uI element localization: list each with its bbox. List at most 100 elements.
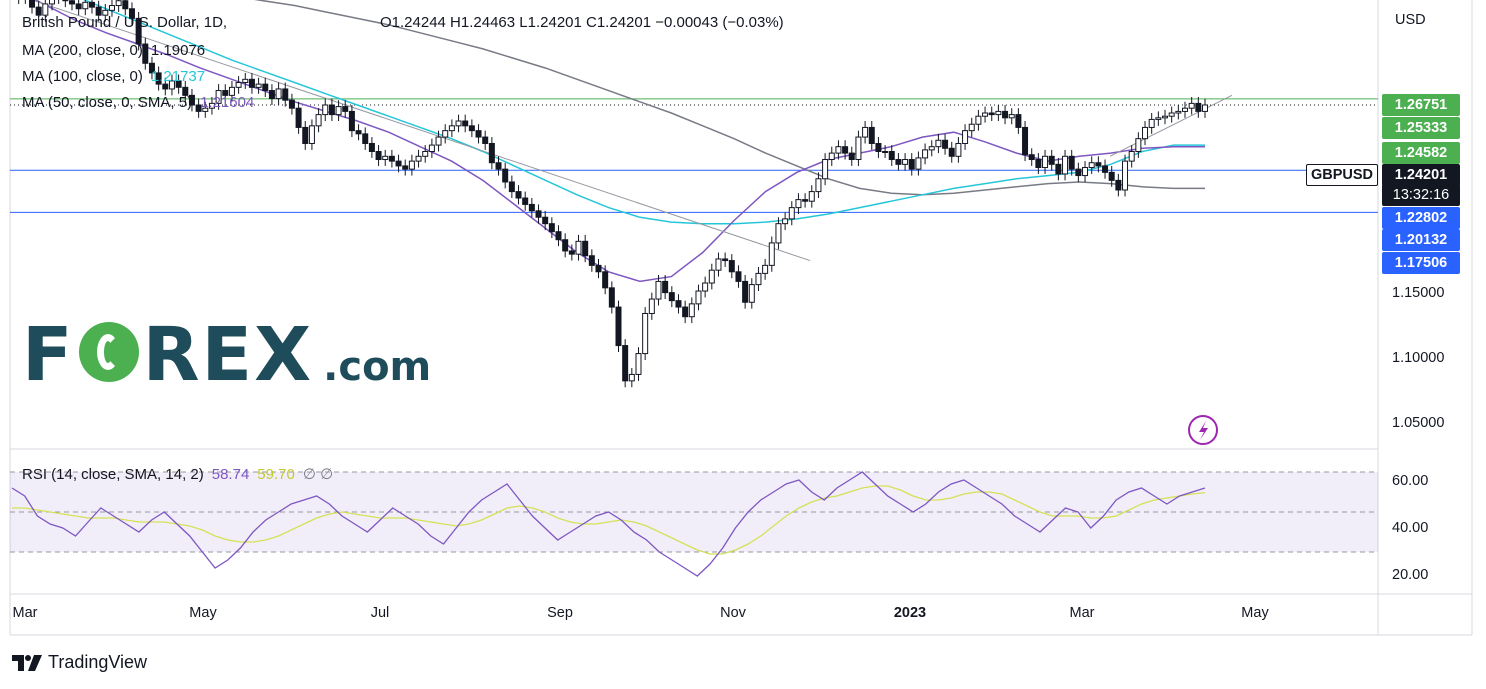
x-tick-label: May: [189, 605, 217, 621]
candle-body: [795, 199, 802, 209]
candle-body: [602, 271, 609, 289]
candle-body: [1068, 155, 1075, 170]
candle-body: [868, 126, 875, 144]
candle-body: [295, 107, 302, 128]
candle-body: [1135, 138, 1142, 152]
tradingview-label: TradingView: [48, 652, 148, 672]
candle-body: [562, 239, 569, 252]
candle-body: [875, 142, 882, 152]
candle-body: [88, 1, 95, 8]
candle-body: [722, 258, 729, 262]
candle-body: [995, 110, 1002, 116]
candle-body: [755, 272, 762, 286]
candle-body: [82, 1, 89, 10]
last-price-tag[interactable]: 1.24201: [1382, 164, 1460, 186]
rsi-tick-label: 20.00: [1392, 567, 1429, 583]
indicator-label: MA (200, close, 0): [22, 42, 143, 59]
candle-body: [535, 210, 542, 218]
price-tag[interactable]: 1.26751: [1382, 94, 1460, 116]
candle-body: [282, 88, 289, 101]
candle-body: [582, 240, 589, 257]
tradingview-branding[interactable]: TradingView: [12, 652, 147, 673]
candle-body: [668, 292, 675, 302]
candle-body: [255, 83, 262, 88]
candle-body: [968, 123, 975, 132]
indicator-ma50[interactable]: MA (50, close, 0, SMA, 5) 1.21604: [22, 94, 254, 111]
candle-body: [688, 303, 695, 318]
candle-body: [142, 43, 149, 64]
logo-dotcom: .com: [323, 344, 432, 390]
candle-body: [448, 125, 455, 132]
candle-body: [702, 282, 709, 292]
candle-body: [1202, 104, 1208, 112]
symbol-tag[interactable]: GBPUSD: [1306, 164, 1378, 186]
candle-body: [988, 112, 995, 116]
price-tag[interactable]: 1.24582: [1382, 142, 1460, 164]
candle-body: [462, 120, 469, 127]
rsi-tick-label: 40.00: [1392, 520, 1429, 536]
y-tick-label: 1.05000: [1392, 415, 1445, 431]
candle-body: [588, 255, 595, 266]
symbol-title: British Pound / U.S. Dollar, 1D,: [22, 14, 228, 31]
candle-body: [222, 90, 229, 96]
candle-body: [635, 353, 642, 375]
candle-body: [662, 280, 669, 294]
candle-body: [788, 207, 795, 220]
x-tick-label: Mar: [1069, 605, 1095, 621]
indicator-ma100[interactable]: MA (100, close, 0) 1.21737: [22, 68, 205, 85]
candle-body: [128, 8, 135, 19]
candle-body: [522, 197, 529, 205]
candle-body: [328, 104, 335, 116]
candle-body: [922, 149, 929, 159]
candle-body: [1088, 162, 1095, 169]
candle-body: [882, 150, 889, 153]
candle-body: [175, 80, 182, 88]
indicator-value: 1.21604: [200, 94, 255, 111]
candle-body: [942, 139, 949, 149]
ma50-line: [34, 0, 1205, 283]
candle-body: [1108, 171, 1115, 181]
candle-body: [935, 139, 942, 148]
lightning-alert-icon[interactable]: [1188, 415, 1218, 445]
candle-body: [1148, 118, 1155, 128]
indicator-value: 1.21737: [150, 68, 206, 85]
candle-body: [1142, 126, 1149, 140]
candle-body: [355, 130, 362, 135]
candle-body: [235, 82, 242, 88]
candle-body: [1042, 155, 1049, 169]
candle-body: [548, 223, 555, 233]
x-tick-label: Jul: [370, 605, 390, 621]
indicator-ma200[interactable]: MA (200, close, 0) 1.19076: [22, 42, 205, 59]
candle-body: [482, 136, 489, 144]
price-tag[interactable]: 1.22802: [1382, 207, 1460, 229]
candle-body: [1155, 117, 1162, 120]
candle-body: [1015, 114, 1022, 128]
candle-body: [1022, 126, 1029, 156]
candle-body: [495, 162, 502, 170]
candle-body: [1175, 110, 1182, 114]
candle-body: [428, 144, 435, 152]
price-tag[interactable]: 1.17506: [1382, 252, 1460, 274]
candle-body: [488, 142, 495, 164]
rsi-line: [11, 471, 1206, 577]
candle-body: [742, 280, 749, 303]
candle-body: [1128, 150, 1135, 162]
rsi-legend[interactable]: RSI (14, close, SMA, 14, 2) 58.74 59.70 ∅ ∅: [22, 465, 333, 483]
candle-body: [62, 0, 69, 2]
rsi-sma-line: [12, 485, 1206, 555]
candle-body: [342, 106, 349, 112]
price-tag[interactable]: 1.25333: [1382, 117, 1460, 139]
candle-body: [515, 191, 522, 199]
rsi-tick-label: 60.00: [1392, 473, 1429, 489]
candle-body: [115, 0, 122, 7]
candle-body: [815, 178, 822, 193]
price-tag[interactable]: 1.20132: [1382, 229, 1460, 251]
candle-body: [782, 218, 789, 225]
candle-body: [1182, 107, 1189, 112]
candle-body: [962, 130, 969, 144]
candle-body: [48, 0, 55, 5]
currency-label: USD: [1395, 12, 1426, 28]
candle-body: [262, 83, 269, 92]
candle-body: [182, 86, 189, 96]
